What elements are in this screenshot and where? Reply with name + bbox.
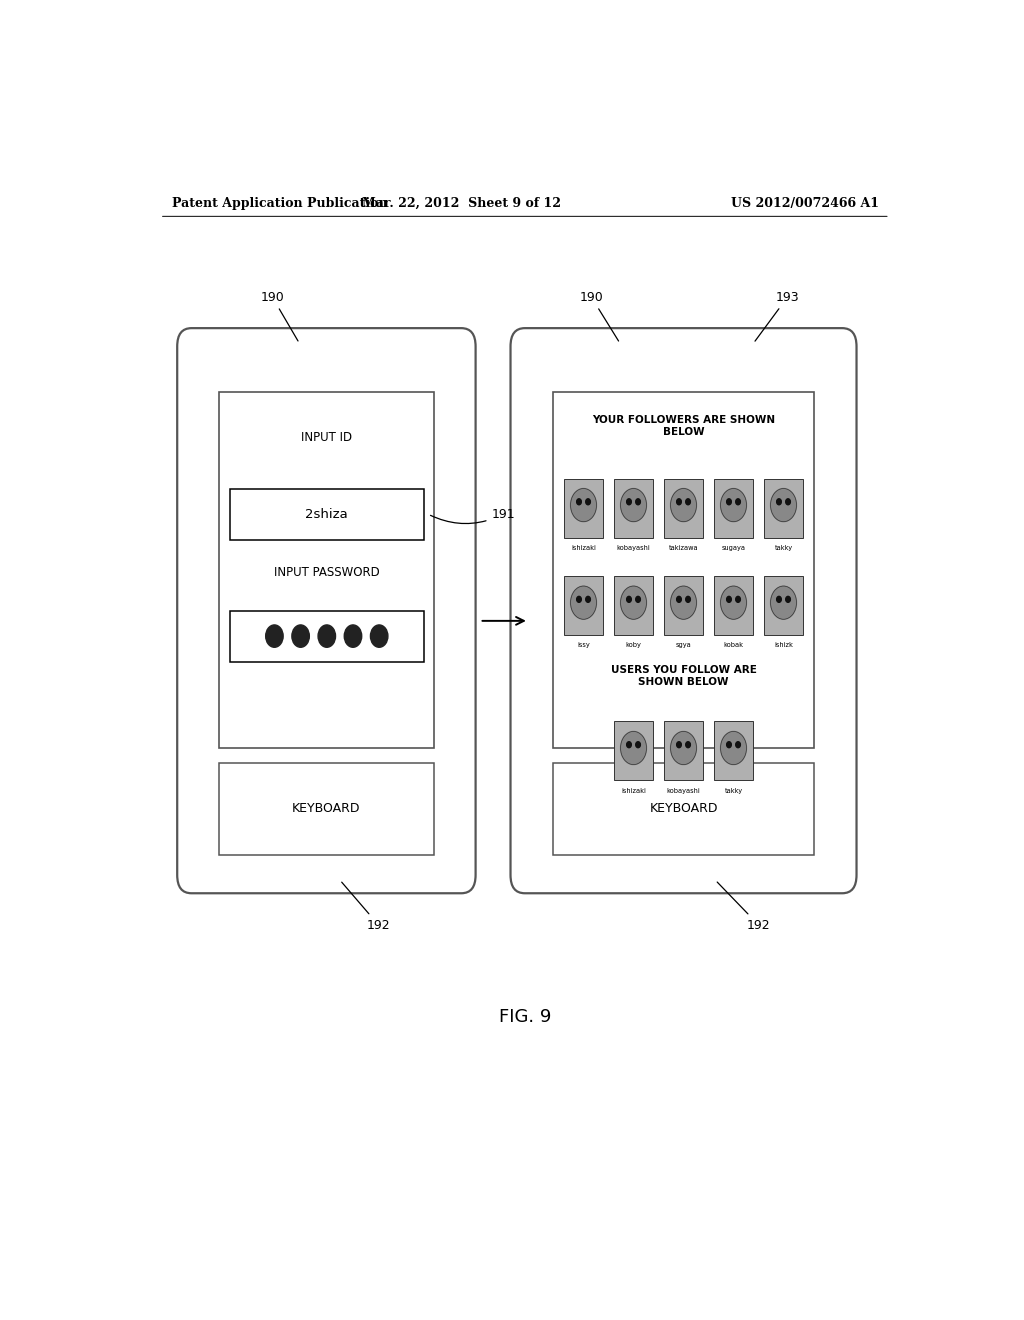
- Circle shape: [627, 499, 632, 504]
- Circle shape: [686, 742, 690, 747]
- Circle shape: [771, 586, 797, 619]
- Text: FIG. 9: FIG. 9: [499, 1008, 551, 1026]
- Circle shape: [686, 597, 690, 602]
- Circle shape: [570, 586, 596, 619]
- Text: Mar. 22, 2012  Sheet 9 of 12: Mar. 22, 2012 Sheet 9 of 12: [361, 197, 561, 210]
- Text: kobak: kobak: [724, 643, 743, 648]
- Text: 190: 190: [580, 290, 618, 341]
- Text: INPUT ID: INPUT ID: [301, 432, 352, 445]
- Circle shape: [570, 488, 596, 521]
- Text: 192: 192: [717, 882, 771, 932]
- Circle shape: [671, 586, 696, 619]
- Bar: [564, 479, 602, 537]
- Bar: [765, 576, 803, 635]
- Circle shape: [677, 742, 681, 747]
- Text: 2shiza: 2shiza: [305, 508, 348, 520]
- Bar: [219, 392, 433, 748]
- Bar: [715, 722, 753, 780]
- Circle shape: [671, 731, 696, 764]
- Circle shape: [318, 624, 336, 647]
- Text: kobayashi: kobayashi: [667, 788, 700, 793]
- Text: kobayashi: kobayashi: [616, 545, 650, 550]
- Bar: [553, 392, 814, 748]
- Text: 190: 190: [260, 290, 298, 341]
- Bar: [229, 611, 424, 661]
- Circle shape: [586, 499, 591, 504]
- Bar: [665, 722, 702, 780]
- Text: YOUR FOLLOWERS ARE SHOWN
BELOW: YOUR FOLLOWERS ARE SHOWN BELOW: [592, 414, 775, 437]
- Circle shape: [636, 742, 640, 747]
- Text: sugaya: sugaya: [722, 545, 745, 550]
- Text: KEYBOARD: KEYBOARD: [292, 803, 360, 816]
- Circle shape: [735, 742, 740, 747]
- Circle shape: [292, 624, 309, 647]
- Text: koby: koby: [626, 643, 641, 648]
- Circle shape: [621, 488, 646, 521]
- Text: Patent Application Publication: Patent Application Publication: [172, 197, 387, 210]
- FancyBboxPatch shape: [177, 329, 475, 894]
- Circle shape: [727, 742, 731, 747]
- Bar: [665, 576, 702, 635]
- Bar: [715, 479, 753, 537]
- Bar: [553, 763, 814, 854]
- Circle shape: [265, 624, 284, 647]
- Circle shape: [776, 499, 781, 504]
- Text: sgya: sgya: [676, 643, 691, 648]
- Circle shape: [636, 597, 640, 602]
- Circle shape: [721, 731, 746, 764]
- Circle shape: [627, 597, 632, 602]
- Circle shape: [721, 586, 746, 619]
- Circle shape: [344, 624, 361, 647]
- Bar: [614, 576, 652, 635]
- Text: 192: 192: [342, 882, 390, 932]
- Circle shape: [721, 488, 746, 521]
- Circle shape: [771, 488, 797, 521]
- Bar: [219, 763, 433, 854]
- Circle shape: [677, 597, 681, 602]
- Bar: [765, 479, 803, 537]
- Text: USERS YOU FOLLOW ARE
SHOWN BELOW: USERS YOU FOLLOW ARE SHOWN BELOW: [610, 664, 757, 686]
- Circle shape: [586, 597, 591, 602]
- Circle shape: [636, 499, 640, 504]
- Circle shape: [677, 499, 681, 504]
- Bar: [614, 722, 652, 780]
- Circle shape: [671, 488, 696, 521]
- Text: takky: takky: [724, 788, 742, 793]
- Text: 191: 191: [430, 508, 515, 524]
- Bar: [715, 576, 753, 635]
- Circle shape: [776, 597, 781, 602]
- Text: KEYBOARD: KEYBOARD: [649, 803, 718, 816]
- Circle shape: [785, 597, 791, 602]
- Circle shape: [735, 499, 740, 504]
- Circle shape: [727, 499, 731, 504]
- Circle shape: [785, 499, 791, 504]
- Circle shape: [686, 499, 690, 504]
- Bar: [564, 576, 602, 635]
- Circle shape: [621, 731, 646, 764]
- Circle shape: [371, 624, 388, 647]
- Circle shape: [627, 742, 632, 747]
- Text: ishizaki: ishizaki: [622, 788, 646, 793]
- Circle shape: [727, 597, 731, 602]
- Text: 193: 193: [755, 290, 799, 341]
- Text: takky: takky: [774, 545, 793, 550]
- Text: takizawa: takizawa: [669, 545, 698, 550]
- Text: ishizaki: ishizaki: [571, 545, 596, 550]
- Bar: [614, 479, 652, 537]
- Text: ishizk: ishizk: [774, 643, 793, 648]
- FancyBboxPatch shape: [511, 329, 856, 894]
- Bar: [665, 479, 702, 537]
- Circle shape: [735, 597, 740, 602]
- Bar: [229, 488, 424, 540]
- Circle shape: [577, 499, 582, 504]
- Text: INPUT PASSWORD: INPUT PASSWORD: [273, 565, 379, 578]
- Text: issy: issy: [578, 643, 590, 648]
- Text: US 2012/0072466 A1: US 2012/0072466 A1: [731, 197, 880, 210]
- Circle shape: [621, 586, 646, 619]
- Circle shape: [577, 597, 582, 602]
